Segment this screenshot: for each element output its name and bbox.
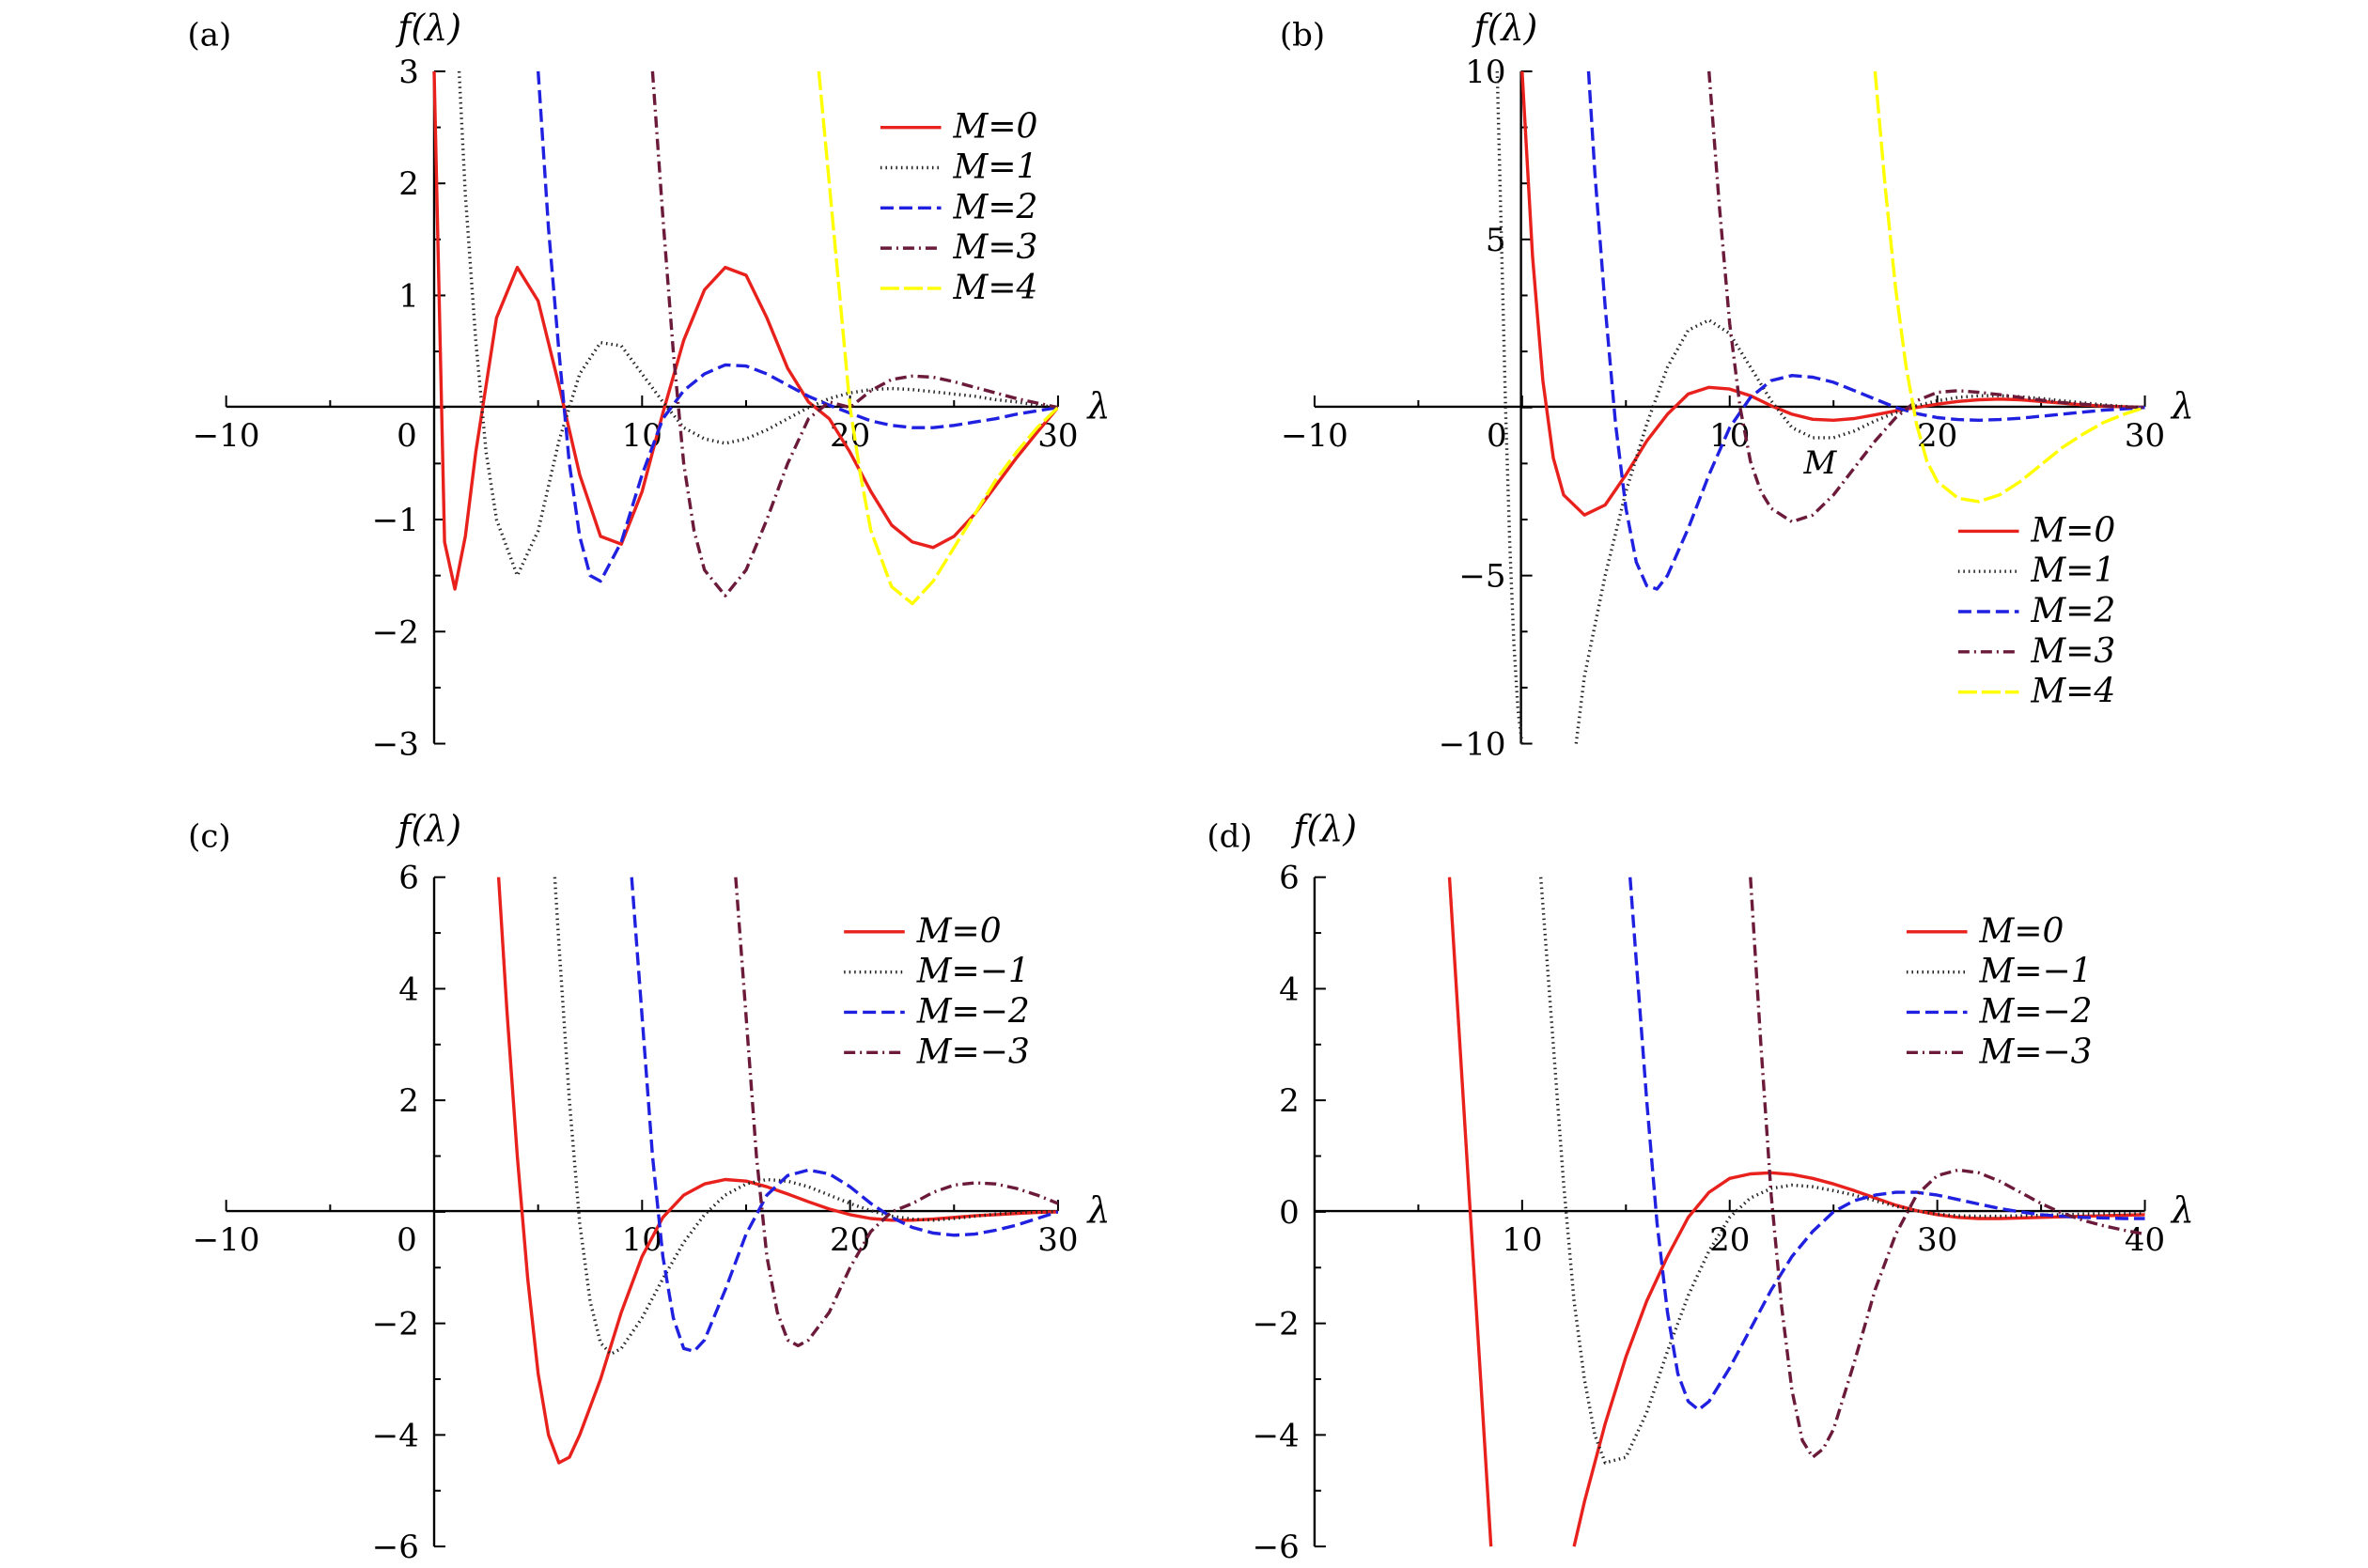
series-line <box>1574 318 2145 744</box>
x-tick-label: −10 <box>1281 417 1348 455</box>
y-tick-label: 2 <box>1279 1082 1300 1120</box>
y-tick-label: −4 <box>372 1417 419 1454</box>
y-tick-label: 0 <box>1279 1194 1300 1232</box>
series-group <box>432 70 1058 606</box>
x-axis-label: λ <box>1086 385 1111 427</box>
y-tick-label: −10 <box>1439 726 1506 764</box>
x-tick-label: 30 <box>1917 1221 1957 1259</box>
series-line <box>1520 70 2145 517</box>
series-line <box>1749 877 2145 1459</box>
legend-label: M=4 <box>2030 673 2115 711</box>
legend-label: M=1 <box>952 148 1037 187</box>
panel-label: (d) <box>1207 817 1252 855</box>
y-tick-label: −6 <box>1253 1529 1300 1566</box>
legend-label: M=0 <box>1978 912 2064 951</box>
x-tick-label: 0 <box>1487 417 1507 455</box>
y-tick-label: 4 <box>398 970 419 1008</box>
series-line <box>1572 1171 2145 1547</box>
series-line <box>630 877 1058 1353</box>
y-tick-label: −2 <box>372 613 419 651</box>
legend-label: M=−3 <box>1978 1032 2092 1071</box>
y-axis-label: f(λ) <box>395 7 461 48</box>
legend-label: M=1 <box>2030 551 2115 590</box>
series-line <box>1628 877 2145 1412</box>
y-tick-label: −2 <box>372 1306 419 1343</box>
x-tick-label: 40 <box>2125 1221 2165 1259</box>
series-group <box>496 877 1058 1465</box>
x-tick-label: 10 <box>1502 1221 1542 1259</box>
legend-label: M=−1 <box>1978 953 2092 991</box>
y-tick-label: −3 <box>372 726 419 764</box>
x-axis-label: λ <box>1086 1189 1111 1231</box>
y-tick-label: 1 <box>398 277 419 315</box>
legend-label: M=−2 <box>1978 992 2092 1031</box>
y-tick-label: 5 <box>1486 222 1506 259</box>
legend-label: M=3 <box>2030 632 2115 671</box>
panel-3: 10 20 30 40 −6 −4 −2 0 2 4 6 (d) f(λ) λ M=0M=−1M=−2M=−… <box>1207 808 2194 1566</box>
legend-label: M=−2 <box>916 992 1030 1031</box>
series-line <box>734 877 1058 1348</box>
y-tick-label: 3 <box>398 54 419 91</box>
series-group <box>1447 877 2145 1547</box>
series-line <box>496 877 1058 1465</box>
series-line <box>1495 70 1524 744</box>
series-group <box>1495 70 2145 744</box>
panel-label: (b) <box>1280 16 1325 54</box>
y-tick-label: −6 <box>372 1529 419 1566</box>
legend-label: M=2 <box>2030 592 2115 630</box>
annotation: M <box>1802 444 1837 482</box>
x-tick-label: 20 <box>830 417 870 455</box>
y-tick-label: −1 <box>372 502 419 539</box>
x-tick-label: 30 <box>1037 1221 1078 1259</box>
y-tick-label: 2 <box>398 1082 419 1120</box>
x-tick-label: −10 <box>193 417 260 455</box>
x-tick-label: 0 <box>397 1221 417 1259</box>
y-axis-label: f(λ) <box>1472 7 1538 48</box>
y-tick-label: 6 <box>1279 860 1300 897</box>
legend-label: M=−3 <box>916 1032 1030 1071</box>
y-tick-label: 10 <box>1465 54 1505 91</box>
series-line <box>817 70 1058 606</box>
x-tick-label: 20 <box>1709 1221 1750 1259</box>
x-axis-label: λ <box>2170 1189 2194 1231</box>
y-axis-label: f(λ) <box>395 808 461 849</box>
series-line <box>432 70 1058 591</box>
series-line <box>1873 70 2145 504</box>
y-tick-label: −2 <box>1253 1306 1300 1343</box>
x-tick-label: −10 <box>193 1221 260 1259</box>
x-tick-label: 10 <box>1709 417 1750 455</box>
y-tick-label: 6 <box>398 860 419 897</box>
legend-label: M=0 <box>2030 511 2115 550</box>
legend-label: M=2 <box>952 188 1037 226</box>
series-line <box>457 70 1058 578</box>
legend-label: M=−1 <box>916 953 1030 991</box>
x-tick-label: 30 <box>2125 417 2165 455</box>
x-tick-label: 20 <box>830 1221 870 1259</box>
y-tick-label: −5 <box>1458 558 1505 596</box>
legend-label: M=4 <box>952 269 1037 307</box>
x-tick-label: 0 <box>397 417 417 455</box>
series-line <box>1539 877 2145 1465</box>
legend-label: M=0 <box>952 108 1037 147</box>
series-line <box>1707 70 2145 524</box>
y-tick-label: 4 <box>1279 970 1300 1008</box>
x-axis-label: λ <box>2170 385 2194 427</box>
panel-label: (c) <box>188 817 231 855</box>
series-line <box>537 70 1058 583</box>
legend-label: M=0 <box>916 912 1002 951</box>
series-line <box>1447 877 1493 1547</box>
y-tick-label: 2 <box>398 165 419 203</box>
series-line <box>1586 70 2145 591</box>
series-line <box>650 70 1058 598</box>
y-axis-label: f(λ) <box>1290 808 1357 849</box>
panel-label: (a) <box>188 16 232 54</box>
legend-label: M=3 <box>952 228 1037 267</box>
y-tick-label: −4 <box>1253 1417 1300 1454</box>
